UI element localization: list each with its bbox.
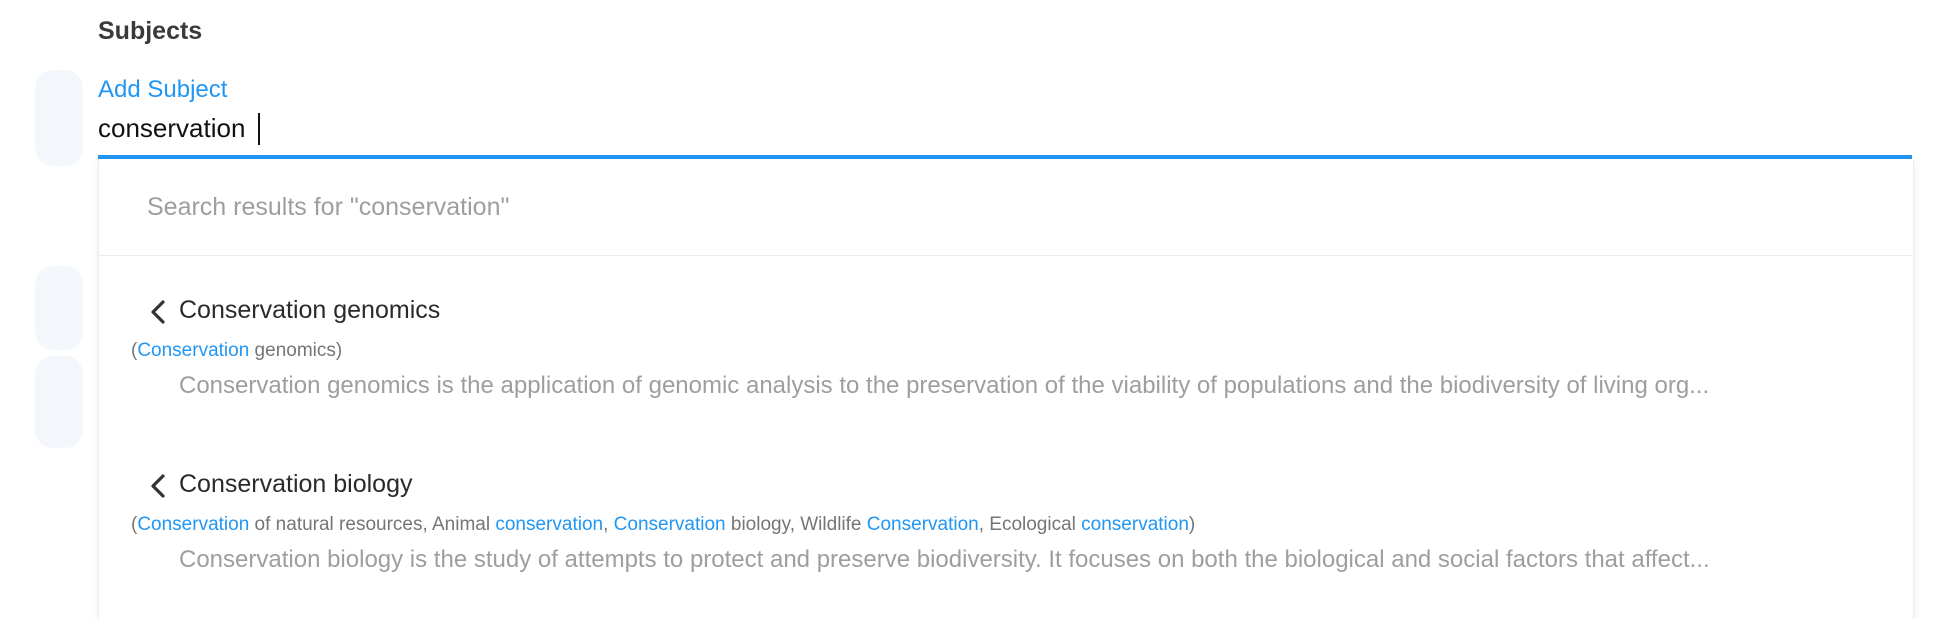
section-title: Subjects	[98, 17, 203, 45]
synonym-match: Conservation	[137, 514, 250, 535]
text-cursor	[258, 113, 260, 145]
synonyms-close-paren: )	[1188, 514, 1196, 535]
result-description: Conservation genomics is the application…	[179, 372, 1710, 399]
result-title: Conservation genomics	[179, 296, 441, 324]
result-description: Conservation biology is the study of att…	[179, 546, 1710, 573]
result-synonyms: (Conservation of natural resources, Anim…	[131, 514, 1195, 536]
synonyms-close-paren: )	[335, 340, 343, 361]
synonym-text: , Ecological	[978, 514, 1082, 535]
background-card-placeholder	[35, 266, 83, 350]
result-title: Conservation biology	[179, 470, 413, 498]
synonym-text: of natural resources, Animal	[249, 514, 496, 535]
add-subject-label: Add Subject	[98, 76, 228, 103]
chevron-left-icon[interactable]	[147, 298, 169, 326]
search-results-dropdown: Search results for "conservation" Conser…	[98, 159, 1914, 619]
synonym-text: ,	[603, 514, 614, 535]
background-card-placeholder	[35, 356, 83, 448]
synonyms-open-paren: (	[131, 514, 138, 535]
input-focus-underline	[98, 155, 1912, 159]
synonym-match: conservation	[1081, 514, 1189, 535]
synonym-match: Conservation	[613, 514, 726, 535]
synonym-match: Conservation	[866, 514, 979, 535]
synonym-text: biology, Wildlife	[725, 514, 867, 535]
search-result-item[interactable]: Conservation biology (Conservation of na…	[99, 460, 1913, 610]
synonyms-open-paren: (	[131, 340, 138, 361]
search-result-item[interactable]: Conservation genomics (Conservation geno…	[99, 286, 1913, 436]
add-subject-input[interactable]	[98, 110, 1910, 146]
result-synonyms: (Conservation genomics)	[131, 340, 342, 362]
background-card-placeholder	[35, 70, 83, 166]
synonym-text: genomics	[249, 340, 336, 361]
chevron-left-icon[interactable]	[147, 472, 169, 500]
synonym-match: Conservation	[137, 340, 250, 361]
search-results-header: Search results for "conservation"	[99, 159, 1913, 256]
synonym-match: conservation	[495, 514, 604, 535]
